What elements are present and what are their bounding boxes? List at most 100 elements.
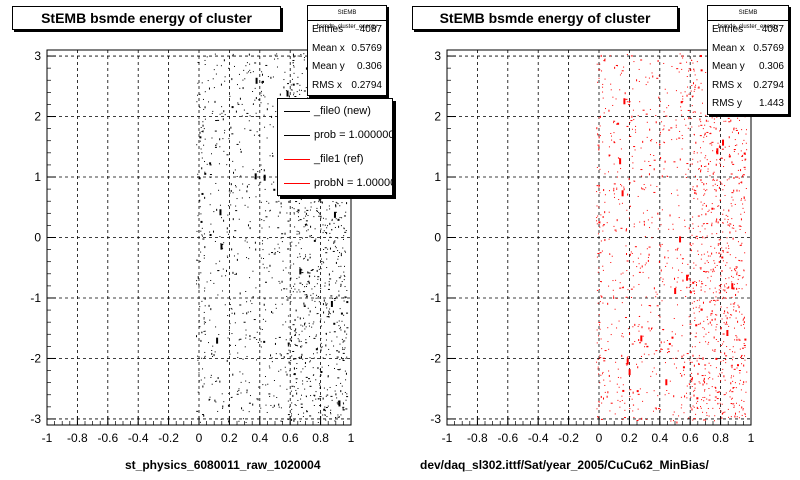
scatter-point bbox=[324, 282, 326, 284]
scatter-point bbox=[720, 164, 722, 166]
scatter-point bbox=[710, 132, 712, 134]
scatter-point bbox=[283, 356, 285, 359]
scatter-point bbox=[303, 412, 305, 414]
scatter-point bbox=[222, 138, 224, 140]
scatter-point bbox=[326, 227, 328, 229]
scatter-point bbox=[228, 392, 230, 394]
scatter-point bbox=[261, 328, 263, 330]
scatter-point bbox=[329, 412, 331, 414]
scatter-point bbox=[596, 185, 599, 187]
scatter-point bbox=[599, 357, 602, 359]
scatter-point bbox=[330, 295, 333, 297]
scatter-point bbox=[703, 202, 705, 204]
scatter-point bbox=[344, 286, 346, 288]
scatter-point bbox=[196, 335, 198, 338]
scatter-point bbox=[293, 212, 295, 214]
scatter-point bbox=[200, 251, 202, 253]
scatter-point bbox=[309, 415, 312, 417]
scatter-point bbox=[697, 407, 699, 409]
scatter-point bbox=[713, 178, 715, 180]
scatter-point bbox=[743, 344, 746, 346]
scatter-point bbox=[341, 217, 343, 219]
scatter-point bbox=[724, 297, 726, 299]
scatter-point bbox=[700, 112, 702, 114]
scatter-point bbox=[253, 337, 256, 339]
scatter-point bbox=[683, 354, 685, 356]
scatter-point bbox=[657, 59, 659, 62]
scatter-point bbox=[295, 309, 297, 311]
scatter-point bbox=[315, 238, 317, 240]
scatter-point bbox=[661, 243, 663, 245]
scatter-point bbox=[707, 168, 709, 170]
scatter-point bbox=[625, 363, 627, 365]
scatter-point bbox=[261, 82, 263, 84]
scatter-point bbox=[268, 270, 270, 272]
scatter-point bbox=[294, 358, 297, 360]
scatter-point bbox=[658, 96, 660, 99]
scatter-point bbox=[696, 360, 698, 362]
scatter-point bbox=[227, 256, 229, 258]
scatter-point bbox=[290, 301, 292, 303]
scatter-point bbox=[617, 376, 619, 378]
scatter-point bbox=[320, 349, 322, 352]
scatter-point bbox=[297, 55, 299, 57]
scatter-point bbox=[197, 359, 199, 361]
scatter-point bbox=[277, 250, 279, 252]
scatter-point bbox=[293, 66, 295, 68]
scatter-point bbox=[676, 166, 678, 168]
scatter-point bbox=[263, 169, 265, 172]
scatter-point bbox=[681, 258, 684, 260]
scatter-point bbox=[687, 109, 690, 111]
scatter-point bbox=[335, 282, 337, 284]
scatter-point bbox=[711, 222, 713, 224]
scatter-point bbox=[226, 154, 229, 156]
scatter-point bbox=[242, 87, 244, 90]
scatter-point bbox=[208, 304, 210, 307]
scatter-point bbox=[738, 225, 741, 227]
scatter-point bbox=[679, 236, 682, 243]
scatter-point bbox=[296, 392, 298, 395]
scatter-point bbox=[711, 310, 713, 313]
scatter-point bbox=[745, 129, 747, 131]
scatter-point bbox=[196, 230, 198, 232]
scatter-point bbox=[739, 372, 741, 374]
scatter-point bbox=[201, 152, 203, 154]
scatter-point bbox=[722, 189, 724, 191]
scatter-point bbox=[601, 373, 603, 375]
scatter-point bbox=[309, 361, 311, 363]
scatter-point bbox=[291, 207, 293, 209]
scatter-point bbox=[668, 105, 670, 107]
scatter-point bbox=[720, 410, 722, 412]
scatter-point bbox=[321, 263, 323, 265]
scatter-point bbox=[243, 69, 245, 71]
scatter-point bbox=[316, 207, 318, 209]
scatter-point bbox=[297, 209, 300, 212]
scatter-point bbox=[630, 251, 632, 253]
scatter-point bbox=[315, 348, 318, 351]
scatter-point bbox=[725, 120, 727, 122]
scatter-point bbox=[740, 218, 742, 221]
scatter-point bbox=[670, 286, 672, 288]
scatter-point bbox=[693, 197, 695, 199]
scatter-point bbox=[287, 248, 290, 250]
scatter-point bbox=[331, 399, 333, 401]
scatter-point bbox=[320, 371, 323, 374]
scatter-point bbox=[319, 321, 321, 323]
scatter-point bbox=[646, 418, 648, 420]
scatter-point bbox=[334, 245, 336, 247]
scatter-point bbox=[711, 252, 713, 255]
scatter-point bbox=[713, 171, 715, 173]
scatter-point bbox=[327, 405, 329, 407]
scatter-point bbox=[725, 358, 727, 360]
scatter-point bbox=[725, 278, 727, 280]
scatter-point bbox=[614, 66, 616, 69]
scatter-point bbox=[613, 122, 615, 124]
scatter-point bbox=[246, 389, 248, 392]
scatter-point bbox=[638, 263, 640, 265]
scatter-point bbox=[252, 71, 254, 73]
scatter-point bbox=[291, 355, 293, 357]
scatter-point bbox=[671, 336, 674, 339]
scatter-point bbox=[647, 256, 649, 258]
scatter-point bbox=[321, 346, 323, 348]
scatter-point bbox=[735, 412, 737, 415]
